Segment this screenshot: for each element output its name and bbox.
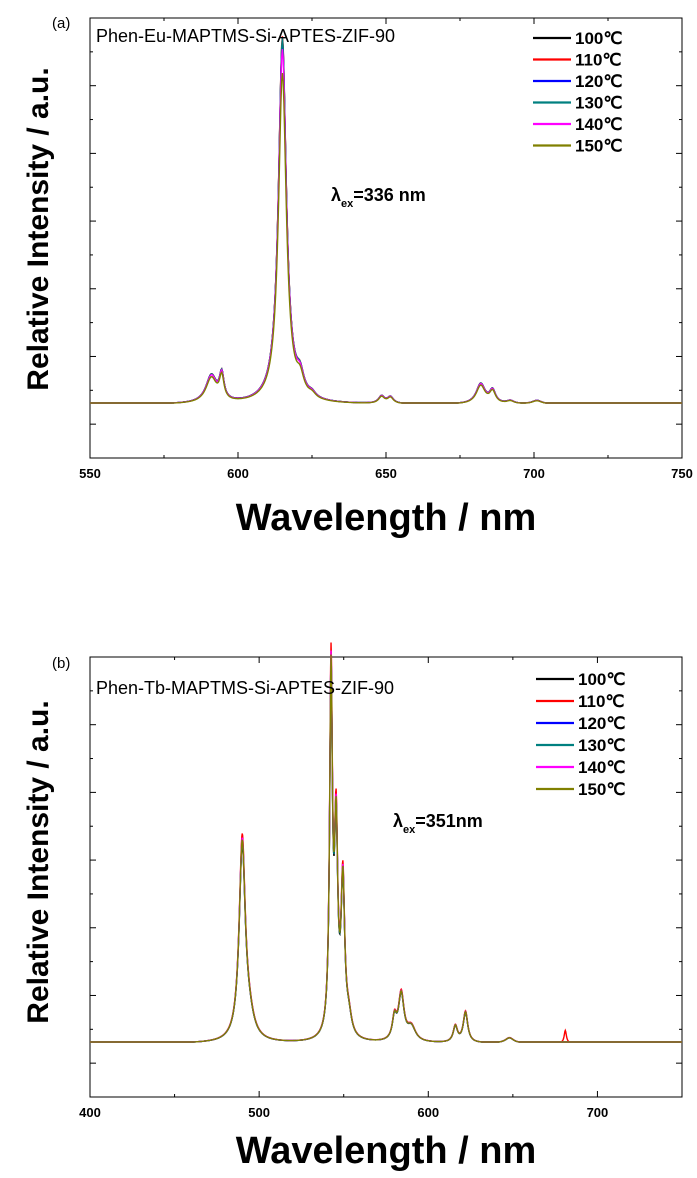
x-tick-label: 400 [79,1105,101,1120]
y-axis-title-a: Relative Intensity / a.u. [22,67,55,390]
legend-label-b-5: 150℃ [578,780,625,799]
x-axis-title-a: Wavelength / nm [236,497,537,539]
x-tick-label: 600 [227,466,249,481]
excitation-annotation-a: λex=336 nm [331,185,426,210]
lambda-symbol-b: λ [393,811,403,831]
spectra-lines-a [90,36,682,404]
lambda-subscript-a: ex [341,198,354,210]
spectrum-line-b-2 [90,654,682,1043]
lambda-symbol-a: λ [331,185,341,205]
legend-label-b-3: 130℃ [578,736,625,755]
legend-label-a-4: 140℃ [575,115,622,134]
legend-label-a-0: 100℃ [575,29,622,48]
panel-label-b: (b) [52,655,70,672]
spectrum-line-b-5 [90,654,682,1043]
spectrum-line-a-5 [90,73,682,404]
legend-label-a-1: 110℃ [575,51,622,70]
x-axis-title-b: Wavelength / nm [236,1130,537,1172]
legend-label-b-4: 140℃ [578,758,625,777]
legend-label-b-1: 110℃ [578,692,625,711]
spectra-lines-b [90,642,682,1043]
sample-name-b: Phen-Tb-MAPTMS-Si-APTES-ZIF-90 [96,678,394,698]
legend-label-a-2: 120℃ [575,72,622,91]
x-tick-label: 750 [671,466,693,481]
x-tick-label: 700 [587,1105,609,1120]
legend-label-b-0: 100℃ [578,670,625,689]
x-tick-label: 650 [375,466,397,481]
lambda-subscript-b: ex [403,824,416,836]
y-axis-title-b: Relative Intensity / a.u. [22,700,55,1023]
legend-label-b-2: 120℃ [578,714,625,733]
chart-panel-b: Relative Intensity / a.u. 400 500 600 700 (… [22,642,683,1172]
excitation-value-b: =351nm [415,811,483,831]
x-tick-label: 600 [417,1105,439,1120]
x-ticks-a: 550 600 650 700 750 [79,18,693,481]
chart-panel-a: Relative Intensity / a.u. 550 600 650 700 75… [22,15,693,539]
legend-b: 100℃ 110℃ 120℃ 130℃ 140℃ 150℃ [536,670,625,799]
sample-name-a: Phen-Eu-MAPTMS-Si-APTES-ZIF-90 [96,26,395,46]
x-tick-label: 700 [523,466,545,481]
legend-a: 100℃ 110℃ 120℃ 130℃ 140℃ 150℃ [533,29,622,156]
plot-frame-b [89,656,683,1098]
excitation-annotation-b: λex=351nm [393,811,483,836]
spectrum-line-a-1 [90,36,682,404]
legend-label-a-3: 130℃ [575,94,622,113]
legend-label-a-5: 150℃ [575,137,622,156]
x-tick-label: 550 [79,466,101,481]
excitation-value-a: =336 nm [353,185,426,205]
panel-label-a: (a) [52,15,70,32]
x-ticks-b: 400 500 600 700 [79,657,683,1120]
x-tick-label: 500 [248,1105,270,1120]
